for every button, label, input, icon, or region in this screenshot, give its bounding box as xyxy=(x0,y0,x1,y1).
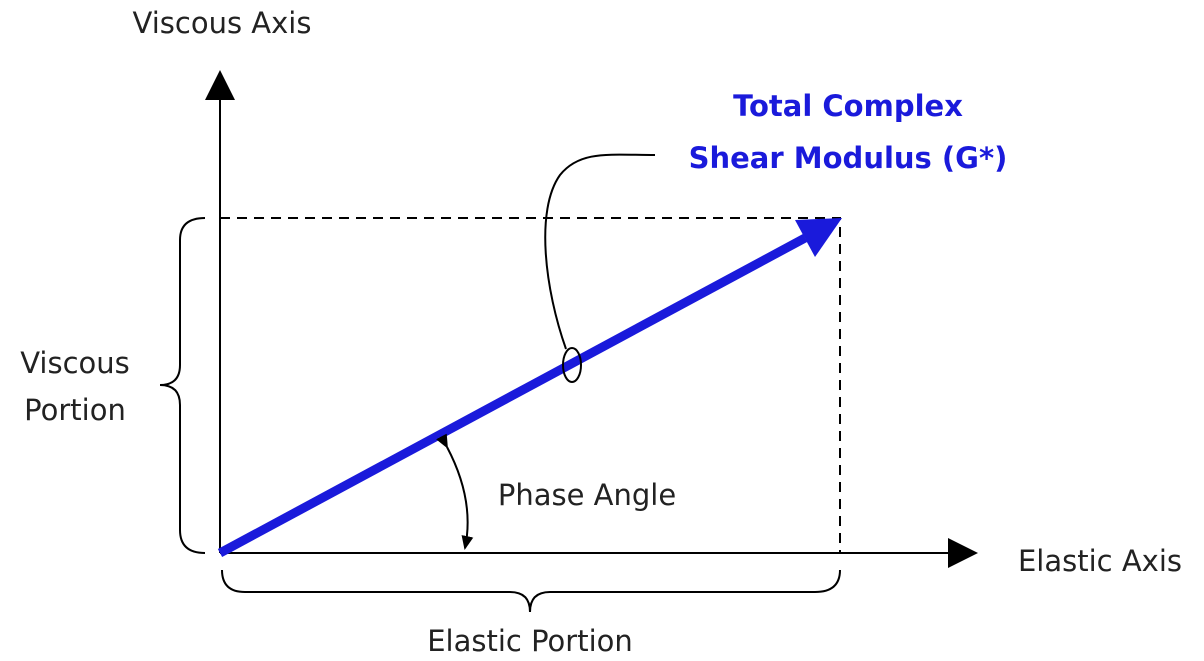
dashed-projection xyxy=(220,217,841,553)
vector-label: Total Complex xyxy=(733,89,963,123)
viscous-axis-label: Viscous Axis xyxy=(133,6,312,40)
elastic-axis-label: Elastic Axis xyxy=(1018,544,1182,578)
vector xyxy=(217,234,808,557)
elastic-portion-label: Elastic Portion xyxy=(427,624,633,658)
elastic-brace xyxy=(221,569,841,613)
phase-angle-label: Phase Angle xyxy=(498,478,676,512)
vector-head xyxy=(795,218,842,257)
x-arrow xyxy=(948,538,978,568)
viscous-brace xyxy=(159,217,206,554)
callout-ring xyxy=(562,347,582,383)
viscous-portion-label: Viscous xyxy=(20,346,130,380)
angle-arc xyxy=(436,433,474,550)
callout-line xyxy=(544,153,656,350)
viscous-portion-label: Portion xyxy=(24,393,126,427)
y-arrow xyxy=(205,70,235,100)
vector-label: Shear Modulus (G*) xyxy=(689,141,1008,175)
